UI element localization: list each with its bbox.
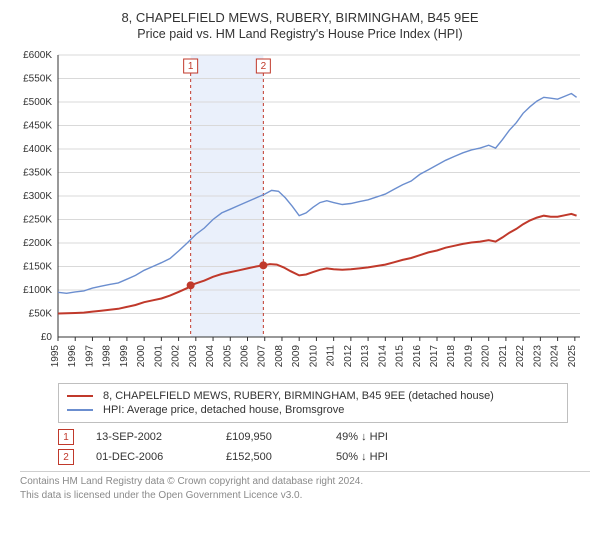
legend-item-property: 8, CHAPELFIELD MEWS, RUBERY, BIRMINGHAM,… — [67, 390, 559, 402]
footer: Contains HM Land Registry data © Crown c… — [20, 471, 590, 502]
svg-text:2015: 2015 — [395, 345, 406, 368]
legend-label-property: 8, CHAPELFIELD MEWS, RUBERY, BIRMINGHAM,… — [103, 390, 494, 402]
chart-subtitle: Price paid vs. HM Land Registry's House … — [10, 27, 590, 41]
svg-text:£200K: £200K — [23, 238, 52, 249]
svg-text:2021: 2021 — [498, 345, 509, 368]
sale-flag-icon: 2 — [58, 449, 74, 465]
sale-date: 13-SEP-2002 — [96, 431, 226, 443]
svg-text:2003: 2003 — [188, 345, 199, 368]
svg-text:1995: 1995 — [50, 345, 61, 368]
chart-container: 8, CHAPELFIELD MEWS, RUBERY, BIRMINGHAM,… — [0, 0, 600, 508]
svg-text:2001: 2001 — [153, 345, 164, 368]
svg-text:£600K: £600K — [23, 50, 52, 61]
legend: 8, CHAPELFIELD MEWS, RUBERY, BIRMINGHAM,… — [58, 383, 568, 423]
sale-pct: 50% ↓ HPI — [336, 451, 476, 463]
sale-date: 01-DEC-2006 — [96, 451, 226, 463]
svg-text:2023: 2023 — [532, 345, 543, 368]
svg-text:£100K: £100K — [23, 285, 52, 296]
svg-text:2016: 2016 — [412, 345, 423, 368]
svg-text:1996: 1996 — [67, 345, 78, 368]
legend-swatch-red — [67, 395, 93, 397]
svg-text:£0: £0 — [41, 332, 53, 343]
sale-flag-icon: 1 — [58, 429, 74, 445]
title-block: 8, CHAPELFIELD MEWS, RUBERY, BIRMINGHAM,… — [10, 10, 590, 41]
legend-swatch-blue — [67, 409, 93, 411]
svg-text:2002: 2002 — [171, 345, 182, 368]
svg-text:1997: 1997 — [84, 345, 95, 368]
sale-pct: 49% ↓ HPI — [336, 431, 476, 443]
svg-text:2022: 2022 — [515, 345, 526, 368]
svg-text:1: 1 — [188, 61, 194, 72]
svg-text:£500K: £500K — [23, 97, 52, 108]
footer-line1: Contains HM Land Registry data © Crown c… — [20, 475, 590, 489]
sale-row: 1 13-SEP-2002 £109,950 49% ↓ HPI — [58, 429, 568, 445]
svg-text:£550K: £550K — [23, 74, 52, 85]
svg-text:2010: 2010 — [308, 345, 319, 368]
chart-plot: £0 £50K £100K £150K £200K £250K £300K £350K £400… — [10, 47, 590, 377]
sales-table: 1 13-SEP-2002 £109,950 49% ↓ HPI 2 01-DE… — [58, 429, 568, 465]
svg-text:2012: 2012 — [343, 345, 354, 368]
svg-text:2013: 2013 — [360, 345, 371, 368]
svg-text:2009: 2009 — [291, 345, 302, 368]
sale-price: £109,950 — [226, 431, 336, 443]
svg-text:2014: 2014 — [377, 345, 388, 368]
svg-text:£450K: £450K — [23, 121, 52, 132]
svg-text:2008: 2008 — [274, 345, 285, 368]
footer-line2: This data is licensed under the Open Gov… — [20, 489, 590, 503]
svg-text:2025: 2025 — [567, 345, 578, 368]
svg-text:2: 2 — [261, 61, 267, 72]
svg-text:1998: 1998 — [102, 345, 113, 368]
svg-text:2005: 2005 — [222, 345, 233, 368]
svg-text:£400K: £400K — [23, 144, 52, 155]
svg-text:£250K: £250K — [23, 215, 52, 226]
sale-price: £152,500 — [226, 451, 336, 463]
legend-label-hpi: HPI: Average price, detached house, Brom… — [103, 404, 344, 416]
chart-title-address: 8, CHAPELFIELD MEWS, RUBERY, BIRMINGHAM,… — [10, 10, 590, 25]
svg-text:2020: 2020 — [481, 345, 492, 368]
svg-text:2000: 2000 — [136, 345, 147, 368]
svg-text:£350K: £350K — [23, 168, 52, 179]
legend-item-hpi: HPI: Average price, detached house, Brom… — [67, 404, 559, 416]
sale-row: 2 01-DEC-2006 £152,500 50% ↓ HPI — [58, 449, 568, 465]
svg-text:2019: 2019 — [463, 345, 474, 368]
chart-svg: £0 £50K £100K £150K £200K £250K £300K £350K £400… — [10, 47, 590, 377]
svg-text:1999: 1999 — [119, 345, 130, 368]
svg-text:£50K: £50K — [29, 309, 53, 320]
svg-text:£300K: £300K — [23, 191, 52, 202]
svg-text:2011: 2011 — [326, 345, 337, 367]
svg-text:£150K: £150K — [23, 262, 52, 273]
svg-text:2007: 2007 — [257, 345, 268, 368]
svg-text:2006: 2006 — [240, 345, 251, 368]
svg-text:2004: 2004 — [205, 345, 216, 368]
svg-text:2018: 2018 — [446, 345, 457, 368]
svg-text:2017: 2017 — [429, 345, 440, 368]
svg-text:2024: 2024 — [550, 345, 561, 368]
